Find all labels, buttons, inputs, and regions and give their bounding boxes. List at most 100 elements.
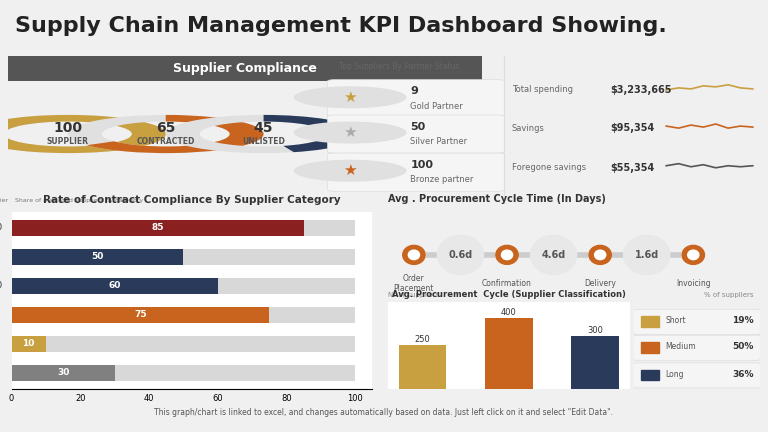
Text: ★: ★ bbox=[343, 163, 357, 178]
Title: Rate of Contract Compliance By Supplier Category: Rate of Contract Compliance By Supplier … bbox=[43, 195, 341, 205]
Text: 100: 100 bbox=[54, 121, 82, 135]
Bar bbox=[571, 336, 619, 389]
Bar bbox=[12, 220, 303, 236]
Text: 250: 250 bbox=[415, 335, 430, 344]
Bar bbox=[485, 318, 532, 389]
Text: 85: 85 bbox=[151, 223, 164, 232]
Text: 50: 50 bbox=[410, 122, 425, 132]
Bar bbox=[641, 370, 659, 380]
Circle shape bbox=[531, 235, 577, 274]
Text: SUPPLIER: SUPPLIER bbox=[47, 137, 89, 146]
Text: 9: 9 bbox=[410, 86, 419, 96]
Circle shape bbox=[409, 250, 419, 260]
Circle shape bbox=[624, 235, 670, 274]
Text: Order
Placement: Order Placement bbox=[394, 274, 434, 293]
Text: UNLISTED: UNLISTED bbox=[242, 137, 285, 146]
Bar bbox=[12, 278, 356, 294]
Text: Medium: Medium bbox=[665, 342, 696, 351]
Bar bbox=[12, 307, 270, 323]
Text: Nr of suppliers: Nr of suppliers bbox=[388, 292, 439, 298]
Text: 4.6d: 4.6d bbox=[541, 250, 566, 260]
FancyBboxPatch shape bbox=[327, 115, 505, 153]
Text: 400: 400 bbox=[501, 308, 517, 317]
Circle shape bbox=[293, 86, 406, 108]
Text: Gold Partner: Gold Partner bbox=[410, 102, 463, 111]
Wedge shape bbox=[0, 115, 166, 153]
Circle shape bbox=[589, 245, 611, 264]
Text: 75: 75 bbox=[134, 310, 147, 319]
Text: $3,233,665: $3,233,665 bbox=[610, 85, 671, 95]
Circle shape bbox=[496, 245, 518, 264]
Bar bbox=[12, 249, 184, 265]
Bar bbox=[12, 365, 356, 381]
FancyBboxPatch shape bbox=[634, 309, 760, 334]
Bar bbox=[12, 336, 356, 352]
Text: 50%: 50% bbox=[733, 342, 754, 351]
Title: Avg. Procurement  Cycle (Supplier Classification): Avg. Procurement Cycle (Supplier Classif… bbox=[392, 290, 626, 299]
Text: Supplier Compliance: Supplier Compliance bbox=[173, 62, 316, 75]
Circle shape bbox=[402, 245, 425, 264]
Text: Foregone savings: Foregone savings bbox=[512, 163, 586, 172]
Bar bbox=[641, 316, 659, 327]
Text: 300: 300 bbox=[587, 326, 603, 335]
Bar bbox=[12, 278, 218, 294]
Text: Savings: Savings bbox=[512, 124, 545, 133]
Text: Top Suppliers By Partner Status: Top Suppliers By Partner Status bbox=[339, 62, 459, 71]
Text: Delivery: Delivery bbox=[584, 279, 616, 288]
Text: 50: 50 bbox=[91, 252, 104, 261]
Text: Supply Chain Management KPI Dashboard Showing.: Supply Chain Management KPI Dashboard Sh… bbox=[15, 16, 667, 36]
Circle shape bbox=[687, 250, 699, 260]
Text: ★: ★ bbox=[343, 125, 357, 140]
Text: 100: 100 bbox=[410, 160, 433, 170]
FancyBboxPatch shape bbox=[634, 335, 760, 360]
Wedge shape bbox=[68, 115, 263, 153]
Text: Bronze partner: Bronze partner bbox=[410, 175, 474, 184]
Bar bbox=[12, 336, 46, 352]
Bar bbox=[12, 365, 114, 381]
FancyBboxPatch shape bbox=[327, 79, 505, 118]
Text: 19%: 19% bbox=[733, 316, 754, 325]
Circle shape bbox=[502, 250, 512, 260]
Text: 100: 100 bbox=[0, 281, 3, 290]
Text: 30: 30 bbox=[57, 368, 69, 377]
Text: 45: 45 bbox=[254, 121, 273, 135]
FancyBboxPatch shape bbox=[634, 363, 760, 388]
Circle shape bbox=[682, 245, 704, 264]
Circle shape bbox=[438, 235, 484, 274]
Text: Share of managed suppliers by category: Share of managed suppliers by category bbox=[15, 197, 144, 203]
FancyBboxPatch shape bbox=[8, 56, 482, 81]
Text: CONTRACTED: CONTRACTED bbox=[137, 137, 195, 146]
Text: 10: 10 bbox=[22, 339, 35, 348]
Bar bbox=[12, 307, 356, 323]
Text: $95,354: $95,354 bbox=[610, 123, 654, 133]
FancyBboxPatch shape bbox=[327, 153, 505, 191]
Text: ★: ★ bbox=[343, 90, 357, 105]
Text: % of suppliers: % of suppliers bbox=[704, 292, 754, 298]
Text: 60: 60 bbox=[108, 281, 121, 290]
Wedge shape bbox=[263, 115, 362, 152]
Text: Confirmation: Confirmation bbox=[482, 279, 532, 288]
Text: Short: Short bbox=[665, 316, 686, 325]
Text: 65: 65 bbox=[156, 121, 175, 135]
Wedge shape bbox=[87, 115, 263, 153]
Text: Invoicing: Invoicing bbox=[676, 279, 710, 288]
Bar bbox=[12, 220, 356, 236]
Text: Silver Partner: Silver Partner bbox=[410, 137, 468, 146]
Text: $55,354: $55,354 bbox=[610, 163, 654, 173]
Text: 1.6d: 1.6d bbox=[634, 250, 659, 260]
Text: 0.6d: 0.6d bbox=[449, 250, 472, 260]
Wedge shape bbox=[0, 115, 166, 153]
Circle shape bbox=[293, 121, 406, 143]
Wedge shape bbox=[166, 115, 362, 153]
Text: Avg . Procurement Cycle Time (In Days): Avg . Procurement Cycle Time (In Days) bbox=[388, 194, 606, 204]
Text: Total spending: Total spending bbox=[512, 86, 573, 95]
Text: This graph/chart is linked to excel, and changes automatically based on data. Ju: This graph/chart is linked to excel, and… bbox=[154, 408, 614, 417]
Text: 36%: 36% bbox=[733, 370, 754, 378]
Bar bbox=[399, 345, 446, 389]
Text: # Supplier: # Supplier bbox=[0, 197, 8, 203]
Circle shape bbox=[594, 250, 606, 260]
Text: 650: 650 bbox=[0, 223, 3, 232]
Circle shape bbox=[293, 160, 406, 182]
Bar bbox=[12, 249, 356, 265]
Bar bbox=[641, 342, 659, 353]
